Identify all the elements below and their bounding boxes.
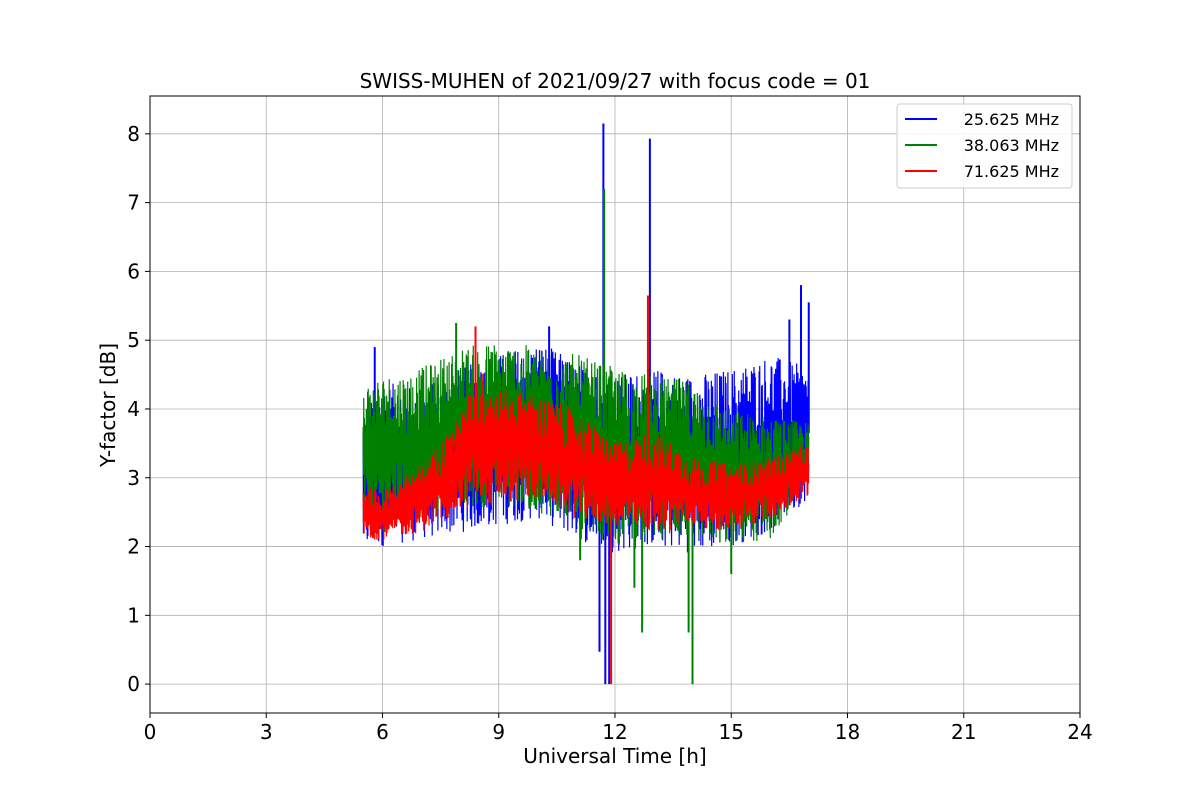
y-tick-label: 3 (127, 466, 140, 490)
legend-label: 71.625 MHz (964, 162, 1059, 181)
plot-area (362, 123, 810, 685)
x-tick-label: 3 (260, 720, 273, 744)
x-tick-label: 9 (492, 720, 505, 744)
x-axis-label: Universal Time [h] (523, 744, 706, 768)
legend-box (896, 103, 1073, 189)
x-tick-label: 24 (1067, 720, 1092, 744)
y-tick-label: 6 (127, 259, 140, 283)
legend-label: 38.063 MHz (964, 136, 1059, 155)
x-tick-label: 21 (951, 720, 976, 744)
y-axis-label: Y-factor [dB] (96, 343, 120, 468)
y-axis: 0 1 2 3 4 5 6 7 8 (127, 122, 150, 696)
x-tick-label: 15 (719, 720, 744, 744)
x-tick-label: 6 (376, 720, 389, 744)
y-tick-label: 0 (127, 672, 140, 696)
legend: 25.625 MHz 38.063 MHz 71.625 MHz (896, 103, 1073, 189)
y-tick-label: 4 (127, 397, 140, 421)
x-tick-label: 0 (144, 720, 157, 744)
y-tick-label: 5 (127, 328, 140, 352)
y-tick-label: 2 (127, 535, 140, 559)
y-tick-label: 7 (127, 191, 140, 215)
y-tick-label: 8 (127, 122, 140, 146)
series-line-2 (362, 373, 810, 540)
x-tick-label: 12 (602, 720, 627, 744)
x-tick-label: 18 (835, 720, 860, 744)
chart-title: SWISS-MUHEN of 2021/09/27 with focus cod… (360, 69, 871, 93)
y-tick-label: 1 (127, 603, 140, 627)
x-axis: 0 3 6 9 12 15 18 21 24 (144, 713, 1093, 744)
legend-label: 25.625 MHz (964, 110, 1059, 129)
